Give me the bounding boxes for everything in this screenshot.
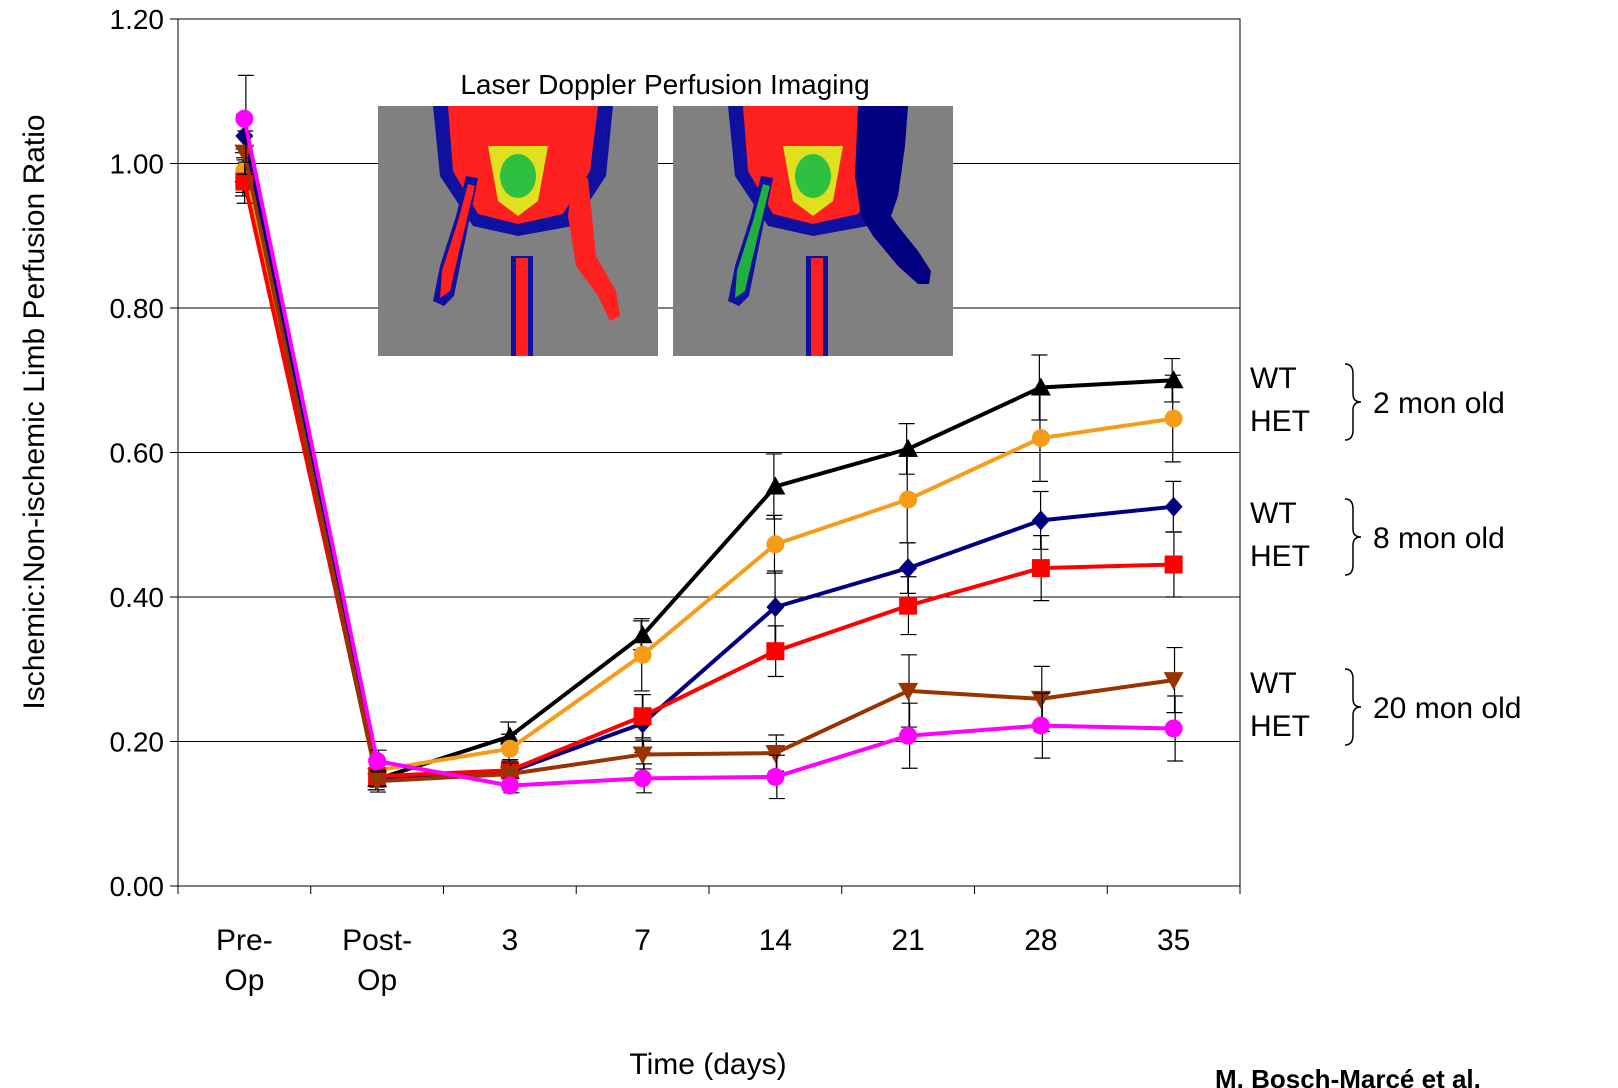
series-het-20-mon-old <box>235 74 1184 800</box>
y-axis-label: Ischemic:Non-ischemic Limb Perfusion Rat… <box>18 114 51 709</box>
citation: M. Bosch-Marcé et al. <box>1215 1064 1481 1088</box>
series-line <box>242 173 1174 782</box>
data-point <box>899 726 918 745</box>
axes <box>177 18 1241 894</box>
data-point <box>1030 690 1051 709</box>
data-point <box>500 776 519 795</box>
data-point <box>499 766 520 785</box>
legend-group-label: 2 mon old <box>1373 387 1505 420</box>
laser-doppler-inset: Laser Doppler Perfusion Imaging <box>378 69 953 356</box>
series-line <box>242 135 1174 782</box>
data-point <box>898 438 919 457</box>
inset-title: Laser Doppler Perfusion Imaging <box>460 69 869 100</box>
legend-label: WT <box>1250 667 1297 700</box>
data-point <box>899 596 918 615</box>
x-tick-label: Pre- <box>216 924 273 957</box>
tick-labels: 0.00 0.20 0.40 0.60 0.80 1.00 1.20 Pre- Op Post- O… <box>110 4 1191 997</box>
series-line <box>242 152 1174 784</box>
data-point <box>500 739 519 758</box>
data-point <box>1164 719 1183 738</box>
series-layer <box>234 74 1184 800</box>
data-point <box>1164 409 1183 428</box>
x-axis-label: Time (days) <box>629 1048 786 1081</box>
data-point <box>1163 370 1184 389</box>
legend-label: HET <box>1250 405 1310 438</box>
legend-label: HET <box>1250 540 1310 573</box>
y-tick-label: 0.80 <box>110 293 165 324</box>
x-tick-label: 3 <box>502 924 519 957</box>
data-point <box>766 535 785 554</box>
legend-group: WT HET 2 mon old <box>1250 362 1505 441</box>
data-point <box>1163 672 1184 691</box>
legend-label: HET <box>1250 710 1310 743</box>
data-point <box>765 476 786 495</box>
legend-label: WT <box>1250 362 1297 395</box>
right-limb <box>568 176 620 321</box>
laser-doppler-image-left <box>378 106 658 356</box>
left-limb-core <box>440 184 475 298</box>
y-tick-label: 1.00 <box>110 149 165 180</box>
legend-brace <box>1344 668 1362 746</box>
data-point <box>765 745 786 764</box>
y-tick-label: 0.40 <box>110 582 165 613</box>
data-point <box>899 558 918 579</box>
data-point <box>766 767 785 786</box>
legend-group: WT HET 8 mon old <box>1250 497 1505 576</box>
x-tick-label: 21 <box>891 924 924 957</box>
legend-group-label: 8 mon old <box>1373 522 1505 555</box>
data-point <box>633 707 652 726</box>
series-line <box>242 118 1174 788</box>
data-point <box>633 769 652 788</box>
series-line <box>242 181 1174 779</box>
data-point <box>1031 716 1050 735</box>
laser-doppler-image-right <box>673 106 953 356</box>
data-point <box>633 645 652 664</box>
legend-brace <box>1344 363 1362 441</box>
data-point <box>1031 429 1050 448</box>
data-point <box>1164 496 1183 517</box>
data-point <box>1031 510 1050 531</box>
legend-group: WT HET 20 mon old <box>1250 667 1521 746</box>
data-point <box>1164 555 1183 574</box>
body-green <box>500 154 536 198</box>
right-limb-ischemic <box>855 106 931 284</box>
legend-group-label: 20 mon old <box>1373 692 1521 725</box>
y-tick-label: 1.20 <box>110 4 165 35</box>
data-point <box>499 726 520 745</box>
left-limb-core <box>735 184 770 298</box>
data-point <box>1030 377 1051 396</box>
y-tick-label: 0.60 <box>110 438 165 469</box>
data-point <box>367 773 388 792</box>
body-green <box>795 154 831 198</box>
legend-label: WT <box>1250 497 1297 530</box>
x-tick-label: Op <box>357 964 397 997</box>
tail-core <box>811 258 823 356</box>
x-tick-label: 28 <box>1024 924 1057 957</box>
x-tick-label: Post- <box>342 924 412 957</box>
x-tick-label: 7 <box>634 924 651 957</box>
y-tick-label: 0.00 <box>110 871 165 902</box>
x-tick-label: 14 <box>759 924 792 957</box>
data-point <box>632 746 653 765</box>
legend: WT HET 2 mon old WT HET 8 mon old WT HET 20 mon … <box>1250 362 1521 746</box>
data-point <box>899 490 918 509</box>
data-point <box>368 752 387 771</box>
data-point <box>1031 559 1050 578</box>
data-point <box>766 597 785 618</box>
data-point <box>235 109 254 128</box>
x-tick-label: 35 <box>1157 924 1190 957</box>
y-tick-label: 0.20 <box>110 727 165 758</box>
x-tick-label: Op <box>224 964 264 997</box>
data-point <box>766 642 785 661</box>
data-point <box>632 625 653 644</box>
legend-brace <box>1344 498 1362 576</box>
tail-core <box>516 258 528 356</box>
data-point <box>898 682 919 701</box>
